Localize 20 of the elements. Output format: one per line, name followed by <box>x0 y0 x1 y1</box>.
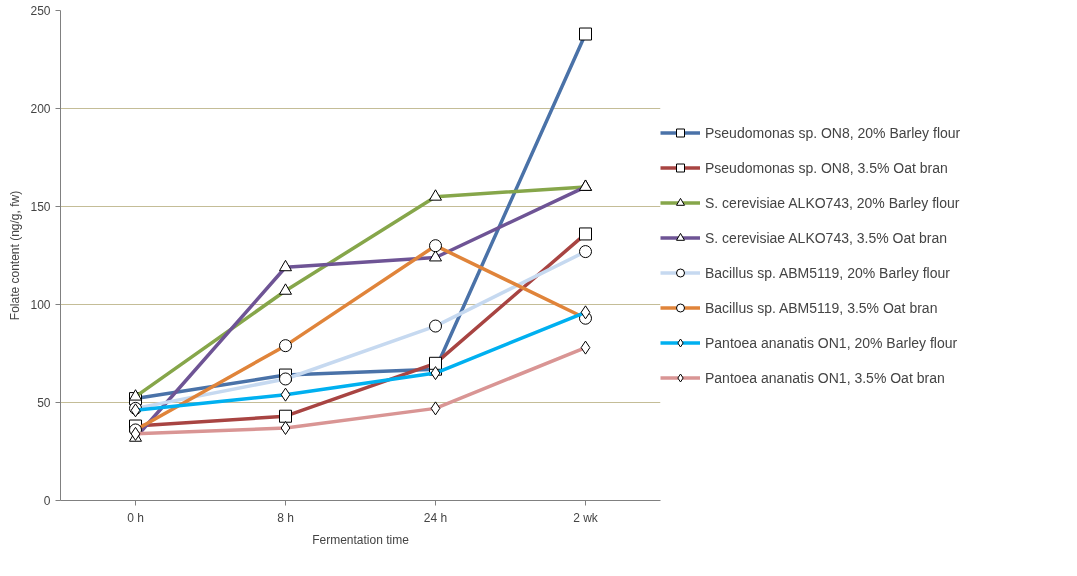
legend-label: S. cerevisiae ALKO743, 20% Barley flour <box>705 193 960 213</box>
legend-label: Bacillus sp. ABM5119, 3.5% Oat bran <box>705 298 938 318</box>
y-axis-title: Folate content (ng/g, fw) <box>8 190 23 321</box>
y-tick-label: 0 <box>43 494 51 508</box>
y-tick-label: 100 <box>30 298 51 312</box>
legend-label: Pantoea ananatis ON1, 3.5% Oat bran <box>705 368 945 388</box>
x-axis-title: Fermentation time <box>312 532 410 547</box>
y-tick-label: 50 <box>37 396 51 410</box>
x-tick-label: 0 h <box>127 510 144 525</box>
legend-label: Bacillus sp. ABM5119, 20% Barley flour <box>705 263 950 283</box>
x-tick-label: 24 h <box>423 510 448 525</box>
legend-label: Pantoea ananatis ON1, 20% Barley flour <box>705 333 958 353</box>
y-tick-label: 200 <box>30 102 51 116</box>
y-tick-label: 250 <box>30 4 51 18</box>
x-tick-label: 2 wk <box>573 510 599 525</box>
legend-label: Pseudomonas sp. ON8, 3.5% Oat bran <box>705 158 948 178</box>
y-tick-label: 150 <box>30 200 51 214</box>
legend-label: Pseudomonas sp. ON8, 20% Barley flour <box>705 123 961 143</box>
x-tick-label: 8 h <box>277 510 294 525</box>
legend-label: S. cerevisiae ALKO743, 3.5% Oat bran <box>705 228 948 248</box>
